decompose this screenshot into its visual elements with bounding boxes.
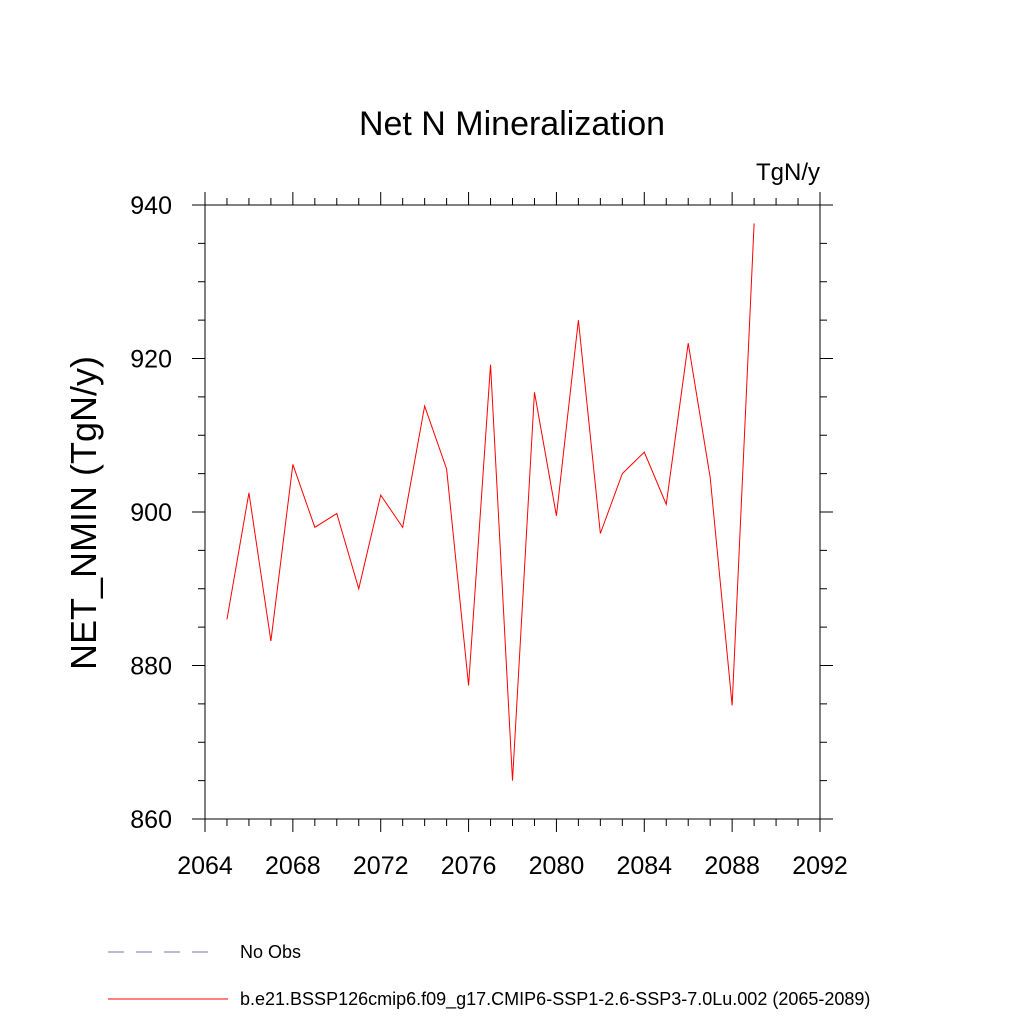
y-tick-label: 920 <box>130 346 172 374</box>
data-point <box>534 392 535 393</box>
plot-frame <box>204 204 821 820</box>
x-tick-label: 2076 <box>441 852 497 880</box>
data-point <box>292 464 293 465</box>
units-label: TgN/y <box>756 159 820 186</box>
series-line <box>226 223 755 781</box>
data-point <box>446 469 447 470</box>
data-point <box>622 473 623 474</box>
data-point <box>468 685 469 686</box>
x-tick-label: 2088 <box>704 852 760 880</box>
data-point <box>512 780 513 781</box>
data-point <box>424 406 425 407</box>
data-point <box>688 343 689 344</box>
x-tick-label: 2072 <box>353 852 409 880</box>
legend-label: No Obs <box>240 942 301 962</box>
x-tick-label: 2092 <box>792 852 848 880</box>
x-tick-label: 2068 <box>265 852 321 880</box>
data-point <box>578 320 579 321</box>
data-point <box>402 527 403 528</box>
data-point <box>754 223 755 224</box>
data-point <box>336 513 337 514</box>
data-point <box>270 640 271 641</box>
data-point <box>732 705 733 706</box>
y-tick-label: 900 <box>130 499 172 527</box>
y-tick-label: 940 <box>130 192 172 220</box>
data-point <box>226 619 227 620</box>
data-point <box>666 504 667 505</box>
data-point <box>380 495 381 496</box>
legend: No Obs b.e21.BSSP126cmip6.f09_g17.CMIP6-S… <box>108 942 870 1010</box>
legend-label: b.e21.BSSP126cmip6.f09_g17.CMIP6-SSP1-2.… <box>240 989 870 1010</box>
data-point <box>556 515 557 516</box>
y-axis-label: NET_NMIN (TgN/y) <box>63 356 104 670</box>
x-tick-label: 2064 <box>177 852 233 880</box>
data-point <box>490 364 491 365</box>
data-point <box>600 533 601 534</box>
axis-ticks <box>192 192 833 832</box>
y-tick-label: 880 <box>130 653 172 681</box>
data-point <box>358 588 359 589</box>
axis-tick-labels: 2064 2068 2072 2076 2080 2084 2088 2092 860 880 90… <box>130 192 848 880</box>
data-point <box>710 477 711 478</box>
chart-title: Net N Mineralization <box>359 105 665 143</box>
y-tick-label: 860 <box>130 806 172 834</box>
series-group <box>226 223 755 781</box>
x-tick-label: 2084 <box>616 852 672 880</box>
data-point <box>314 527 315 528</box>
x-tick-label: 2080 <box>529 852 585 880</box>
data-point <box>248 492 249 493</box>
data-point <box>644 452 645 453</box>
